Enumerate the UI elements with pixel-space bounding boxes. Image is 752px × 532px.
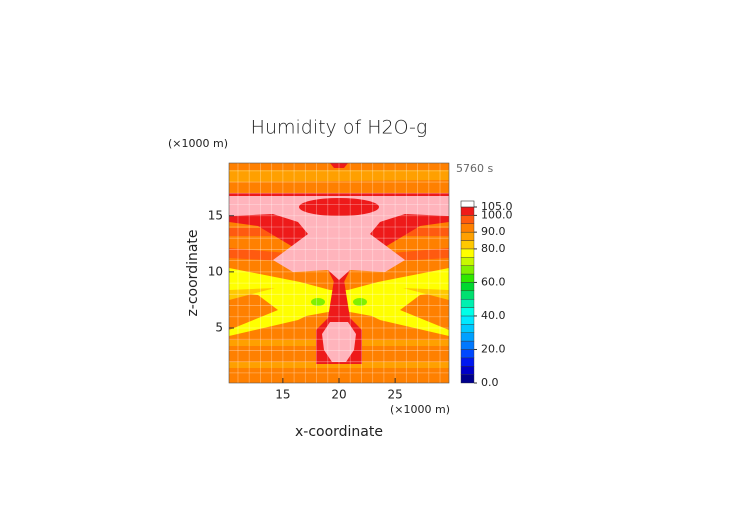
colorbar-bin: [460, 307, 475, 317]
x-tick-label: 25: [387, 388, 402, 402]
contour-region: [403, 288, 449, 300]
colorbar-bin: [460, 206, 475, 216]
colorbar-bin: [460, 290, 475, 300]
colorbar-label: 90.0: [481, 225, 506, 238]
colorbar-bin: [460, 366, 475, 375]
colorbar-bin: [460, 231, 475, 241]
colorbar-bin: [460, 374, 475, 384]
contour-region: [229, 170, 449, 182]
y-axis-label: z-coordinate: [185, 229, 201, 316]
colorbar-bin: [460, 324, 475, 333]
contour-region: [229, 288, 275, 300]
colorbar-label: 40.0: [481, 309, 506, 322]
colorbar-over: [460, 200, 475, 208]
colorbar-label: 80.0: [481, 242, 506, 255]
colorbar-label: 0.0: [481, 376, 499, 389]
chart-title: Humidity of H2O-g: [251, 117, 428, 139]
colorbar-label: 20.0: [481, 342, 506, 355]
y-tick-label: 10: [208, 264, 223, 278]
x-tick-label: 15: [275, 388, 290, 402]
colorbar-bin: [460, 215, 475, 224]
contour-field: [229, 163, 449, 383]
contour-region: [330, 163, 348, 168]
contour-region: [299, 198, 379, 216]
colorbar-bin: [460, 248, 475, 258]
colorbar-bin: [460, 273, 475, 283]
contour-region: [229, 196, 449, 280]
x-unit: (×1000 m): [390, 403, 450, 416]
contour-region: [353, 298, 367, 306]
colorbar-bin: [460, 315, 475, 325]
y-unit: (×1000 m): [168, 137, 228, 150]
colorbar-bin: [460, 240, 475, 250]
colorbar-bin: [460, 298, 475, 308]
colorbar-bin: [460, 340, 475, 350]
colorbar-label: 100.0: [481, 208, 513, 221]
colorbar-label: 105.0: [481, 200, 513, 213]
contour-region: [229, 362, 449, 368]
x-tick-label: 20: [331, 388, 346, 402]
colorbar-bin: [460, 282, 475, 292]
colorbar-bin: [460, 357, 475, 367]
time-label: 5760 s: [456, 162, 493, 175]
colorbar-bin: [460, 265, 475, 275]
colorbar-bin: [460, 332, 475, 342]
colorbar-bin: [460, 349, 475, 359]
contour-region: [322, 322, 356, 362]
colorbar-label: 60.0: [481, 275, 506, 288]
colorbar-bin: [460, 223, 475, 233]
colorbar-bin: [460, 257, 475, 266]
y-tick-label: 15: [208, 208, 223, 222]
contour-region: [311, 298, 325, 306]
x-axis-label: x-coordinate: [295, 424, 383, 440]
y-tick-label: 5: [215, 321, 223, 335]
